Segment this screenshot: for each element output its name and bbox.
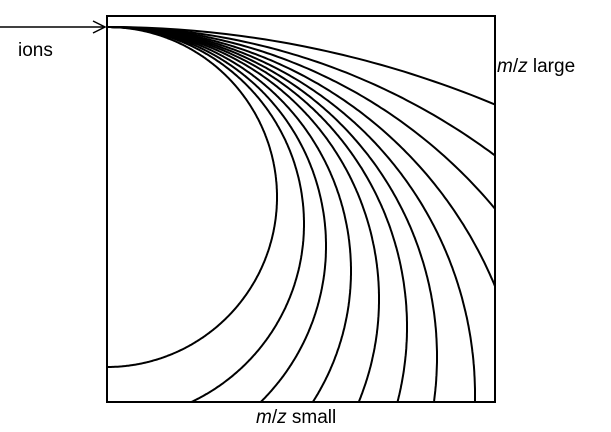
mz-large-label: m/z large: [497, 57, 575, 76]
ion-trajectory: [107, 26, 278, 368]
mz-small-z: z: [277, 407, 287, 428]
mz-small-label: m/z small: [256, 408, 336, 427]
ion-trajectory: [107, 26, 352, 403]
mz-small-slash: /: [271, 407, 278, 428]
ion-entry-arrow: [0, 20, 107, 34]
mz-small-suffix: small: [286, 407, 337, 428]
mz-small-m: m: [256, 407, 272, 428]
ion-trajectory: [107, 26, 327, 403]
mz-large-suffix: large: [527, 56, 576, 77]
ion-trajectory: [107, 26, 476, 403]
square-frame: [106, 15, 496, 403]
mz-large-m: m: [497, 56, 513, 77]
ions-label: ions: [18, 40, 53, 61]
ion-trajectory: [107, 26, 438, 403]
mz-large-slash: /: [512, 56, 519, 77]
ion-trajectory: [107, 26, 496, 106]
ion-trajectory: [107, 26, 496, 287]
mz-large-z: z: [518, 56, 528, 77]
ion-trajectories: [107, 26, 496, 403]
ion-trajectory: [107, 26, 380, 403]
ion-trajectory: [107, 26, 496, 210]
ion-trajectory: [107, 26, 496, 157]
ion-trajectory: [107, 26, 408, 403]
ion-trajectory: [107, 26, 305, 403]
